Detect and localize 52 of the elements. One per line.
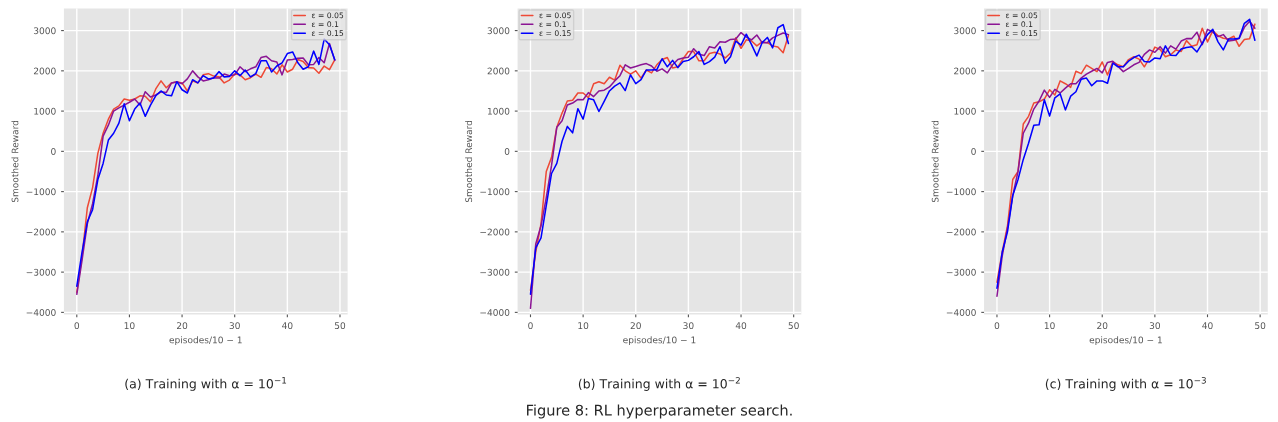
x-tick-label: 30 (683, 322, 694, 330)
x-tick-label: 20 (176, 322, 188, 330)
x-tick-label: 40 (735, 322, 747, 330)
x-tick-label: 10 (578, 322, 589, 330)
x-tick-label: 50 (334, 322, 346, 330)
x-tick-label: 40 (282, 322, 293, 330)
y-tick-label: 1000 (487, 107, 510, 115)
y-tick-label: 3000 (487, 27, 510, 35)
x-tick-label: 30 (229, 322, 240, 330)
x-tick-label: 50 (788, 322, 799, 330)
y-tick-label: −4000 (480, 309, 510, 316)
y-tick-label: 0 (971, 148, 976, 155)
x-tick-label: 0 (994, 322, 1000, 330)
y-tick-label: −3000 (26, 268, 56, 276)
text: (c) Training with α = 10$^{−3}$ (1045, 377, 1206, 391)
y-tick-label: 2000 (954, 67, 976, 75)
y-tick-label: 2000 (487, 67, 510, 75)
x-axis-title: episodes/10 − 1 (623, 336, 696, 346)
x-tick-label: 10 (124, 322, 135, 330)
y-tick-label: −1000 (480, 188, 510, 196)
y-tick-label: 1000 (34, 107, 56, 115)
y-tick-label: 3000 (954, 27, 976, 35)
y-tick-label: 0 (51, 148, 56, 155)
text: (b) Training with α = 10$^{−2}$ (578, 377, 740, 391)
y-axis-title: Smoothed Reward (931, 120, 939, 203)
x-tick-label: 50 (1255, 322, 1266, 330)
y-tick-label: −3000 (946, 268, 976, 276)
x-tick-label: 30 (1149, 322, 1161, 330)
x-axis-title: episodes/10 − 1 (169, 336, 242, 346)
y-tick-label: −2000 (26, 228, 56, 236)
x-tick-label: 0 (528, 322, 533, 330)
y-axis-title: Smoothed Reward (465, 120, 473, 203)
x-tick-label: 0 (74, 322, 80, 330)
y-tick-label: −4000 (26, 309, 56, 316)
text: (a) Training with α = 10$^{−1}$ (125, 377, 287, 391)
y-axis-title: Smoothed Reward (11, 120, 19, 203)
x-axis-title: episodes/10 − 1 (1089, 336, 1162, 346)
y-tick-label: −2000 (946, 228, 976, 236)
y-tick-label: −2000 (480, 228, 510, 236)
x-tick-label: 10 (1044, 322, 1055, 330)
y-tick-label: −1000 (946, 188, 976, 196)
y-tick-label: 2000 (33, 67, 56, 75)
y-tick-label: 0 (504, 148, 510, 155)
y-tick-label: 3000 (33, 27, 56, 35)
y-tick-label: −1000 (26, 188, 56, 196)
x-tick-label: 20 (630, 322, 641, 330)
y-tick-label: −4000 (946, 309, 976, 316)
caption: Figure 8: RL hyperparameter search. (527, 404, 792, 419)
x-tick-label: 20 (1097, 322, 1108, 330)
x-tick-label: 40 (1202, 322, 1213, 330)
y-tick-label: −3000 (480, 268, 510, 276)
y-tick-label: 1000 (954, 107, 976, 115)
